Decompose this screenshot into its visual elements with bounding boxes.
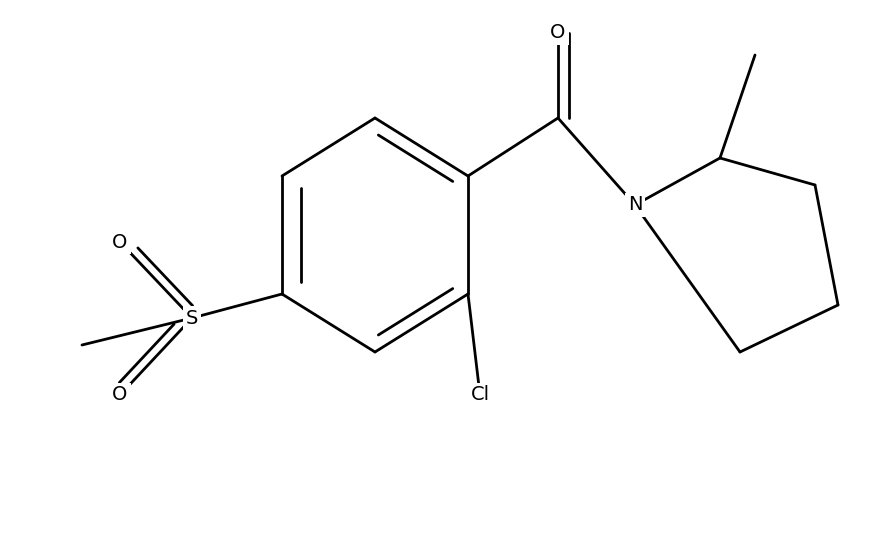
Text: N: N [628, 196, 642, 214]
Text: Cl: Cl [470, 385, 490, 405]
Text: S: S [186, 309, 198, 327]
Text: O: O [550, 24, 565, 42]
Text: O: O [113, 385, 128, 405]
Text: O: O [113, 233, 128, 251]
